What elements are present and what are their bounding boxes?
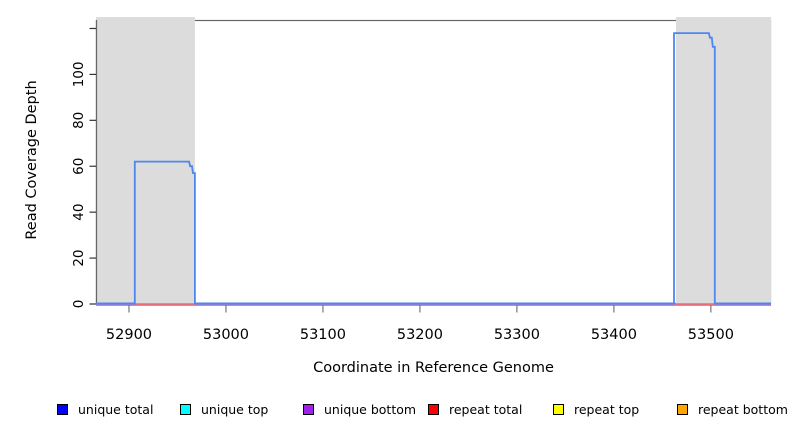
x-tick-label: 53000 [203,327,249,343]
y-tick-label: 0 [71,300,87,309]
legend-label: repeat top [574,402,640,417]
legend-item-repeat-total: repeat total [428,402,522,417]
legend-swatch-repeat-bottom [677,404,688,415]
y-axis-title: Read Coverage Depth [24,80,40,240]
legend-item-repeat-top: repeat top [553,402,639,417]
legend-label: repeat total [449,402,523,417]
plot-frame [95,19,772,305]
y-tick-label: 100 [71,62,87,88]
x-tick-label: 52900 [106,327,152,343]
x-tick-label: 53200 [397,327,443,343]
y-tick-label: 60 [71,158,87,175]
legend-label: unique total [78,402,154,417]
x-tick-label: 53300 [494,327,540,343]
y-tick-label: 40 [71,204,87,221]
legend-swatch-repeat-top [553,404,564,415]
x-tick-label: 53100 [300,327,346,343]
legend-swatch-unique-top [180,404,191,415]
legend-label: unique top [201,402,269,417]
legend-item-unique-total: unique total [57,402,153,417]
legend-item-unique-top: unique top [180,402,268,417]
legend-item-repeat-bottom: repeat bottom [677,402,788,417]
legend-swatch-repeat-total [428,404,439,415]
legend-item-unique-bottom: unique bottom [303,402,416,417]
legend-swatch-unique-bottom [303,404,314,415]
legend-swatch-unique-total [57,404,68,415]
coverage-line [96,32,771,305]
y-tick-label: 80 [71,112,87,129]
y-tick-label: 20 [71,249,87,266]
x-axis-title: Coordinate in Reference Genome [313,360,554,376]
legend-label: unique bottom [324,402,417,417]
legend-label: repeat bottom [698,402,788,417]
x-tick-label: 53500 [688,327,734,343]
shaded-region [675,17,771,304]
x-tick-label: 53400 [591,327,637,343]
shaded-region [96,17,195,304]
